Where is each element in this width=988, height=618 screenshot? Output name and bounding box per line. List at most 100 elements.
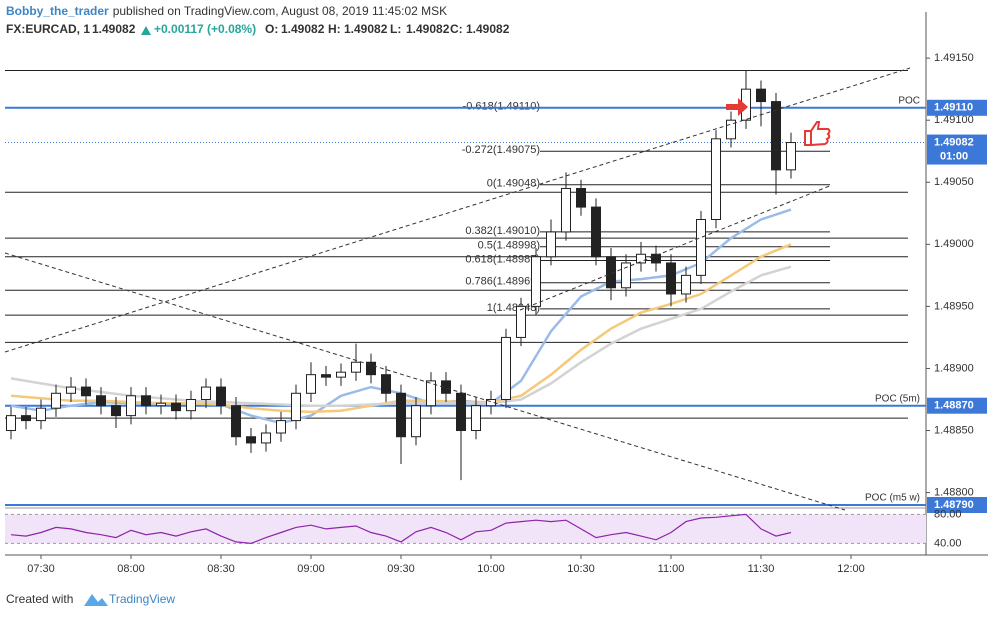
poc-price-box xyxy=(927,497,987,513)
candle-body xyxy=(81,386,91,397)
change: +0.00117 (+0.08%) xyxy=(154,22,256,36)
trendline xyxy=(519,184,833,311)
fib-label: 0(1.49048) xyxy=(487,178,540,190)
candle-body xyxy=(696,219,706,276)
up-arrow xyxy=(141,26,151,35)
candle-body xyxy=(516,305,526,338)
poc-price-label: 1.49110 xyxy=(934,102,973,114)
candle-body xyxy=(591,206,601,258)
fib-label: 1(1.48948) xyxy=(487,302,540,314)
fib-label: 0.382(1.49010) xyxy=(465,225,540,237)
candle-body xyxy=(771,101,781,171)
fib-label: -0.272(1.49075) xyxy=(462,144,540,156)
candle-body xyxy=(171,402,181,412)
candle-body xyxy=(756,88,766,103)
x-tick-label: 08:00 xyxy=(117,563,145,575)
candle-body xyxy=(246,436,256,444)
candle-body xyxy=(681,274,691,295)
candle-body xyxy=(546,231,556,258)
y-tick-label: 1.48900 xyxy=(934,362,974,374)
x-tick-label: 11:30 xyxy=(748,563,775,575)
candle-body xyxy=(411,405,421,438)
y-tick-label: 1.48800 xyxy=(934,486,974,498)
x-tick-label: 11:00 xyxy=(658,563,685,575)
x-tick-label: 10:30 xyxy=(567,563,595,575)
ohlc-value: 1.49082 xyxy=(406,22,450,36)
x-tick-label: 09:00 xyxy=(297,563,325,575)
candle-body xyxy=(726,119,736,140)
header-line: Bobby_the_trader published on TradingView… xyxy=(6,4,447,18)
candle-body xyxy=(276,420,286,434)
poc-price-label: 1.48790 xyxy=(934,499,974,511)
y-tick-label: 1.49000 xyxy=(934,238,974,250)
candle-body xyxy=(396,392,406,438)
candle-body xyxy=(711,138,721,221)
candle-body xyxy=(366,361,376,376)
fib-label: 0.786(1.48969) xyxy=(465,276,540,288)
candle-body xyxy=(426,380,436,407)
candle-body xyxy=(201,386,211,400)
candle-body xyxy=(501,336,511,400)
candle-body xyxy=(231,405,241,438)
candle-body xyxy=(606,256,616,289)
candle-body xyxy=(291,392,301,422)
candle-body xyxy=(141,395,151,407)
fib-label: 0.5(1.48998) xyxy=(478,240,540,252)
ohlc-value: 1.49082 xyxy=(344,22,388,36)
candle-body xyxy=(21,415,31,422)
candle-body xyxy=(471,405,481,432)
footer-text: Created with xyxy=(6,592,73,606)
poc-price-label: 1.48870 xyxy=(934,400,974,412)
candle-body xyxy=(111,405,121,417)
published: published on TradingView.com, August 08,… xyxy=(113,4,447,18)
rsi-level-label: 40.00 xyxy=(934,537,962,549)
logo xyxy=(84,594,108,606)
poc-name: POC (m5 w) xyxy=(865,493,920,504)
candle-body xyxy=(561,187,571,233)
candle-body xyxy=(156,402,166,407)
fib-label: 0.618(1.48987) xyxy=(465,253,540,265)
y-tick-label: 1.49050 xyxy=(934,176,974,188)
poc-price-box xyxy=(927,397,987,414)
candle-body xyxy=(381,374,391,394)
x-tick-label: 07:30 xyxy=(27,563,55,575)
x-tick-label: 12:00 xyxy=(837,563,865,575)
poc-name: POC xyxy=(898,95,920,106)
arrow-annotation xyxy=(726,98,748,116)
candle-body xyxy=(651,253,661,264)
candle-body xyxy=(66,386,76,394)
thumbs-up xyxy=(804,121,831,147)
ohlc-value: 1.49082 xyxy=(281,22,325,36)
symbol: FX:EURCAD, 1 xyxy=(6,22,90,36)
ohlc-label: H: xyxy=(328,22,341,36)
y-tick-label: 1.48950 xyxy=(934,300,974,312)
candle-body xyxy=(621,262,631,289)
current-price-box xyxy=(927,134,987,165)
candle-body xyxy=(456,392,466,432)
ohlc-value: 1.49082 xyxy=(466,22,510,36)
y-tick-label: 1.49100 xyxy=(934,114,974,126)
ohlc-label: C: xyxy=(450,22,463,36)
candle-body xyxy=(351,361,361,373)
poc-name: POC (5m) xyxy=(875,393,920,404)
y-tick-label: 1.48850 xyxy=(934,424,974,436)
candle-body xyxy=(306,374,316,394)
candle-body xyxy=(126,395,136,417)
x-tick-label: 09:30 xyxy=(387,563,415,575)
fib-label: -0.618(1.49110) xyxy=(463,101,540,113)
candle-body xyxy=(666,262,676,295)
candle-body xyxy=(336,371,346,378)
author[interactable]: Bobby_the_trader xyxy=(6,4,109,18)
candle-body xyxy=(96,395,106,407)
candle-body xyxy=(576,187,586,208)
candle-body xyxy=(51,392,61,409)
candle-body xyxy=(36,407,46,422)
candle-body xyxy=(216,386,226,407)
current-price-label: 1.49082 xyxy=(934,136,974,148)
candle-body xyxy=(186,398,196,412)
countdown: 01:00 xyxy=(940,150,968,162)
x-tick-label: 08:30 xyxy=(207,563,235,575)
rsi-band xyxy=(5,514,926,544)
footer-brand[interactable]: TradingView xyxy=(109,592,175,606)
